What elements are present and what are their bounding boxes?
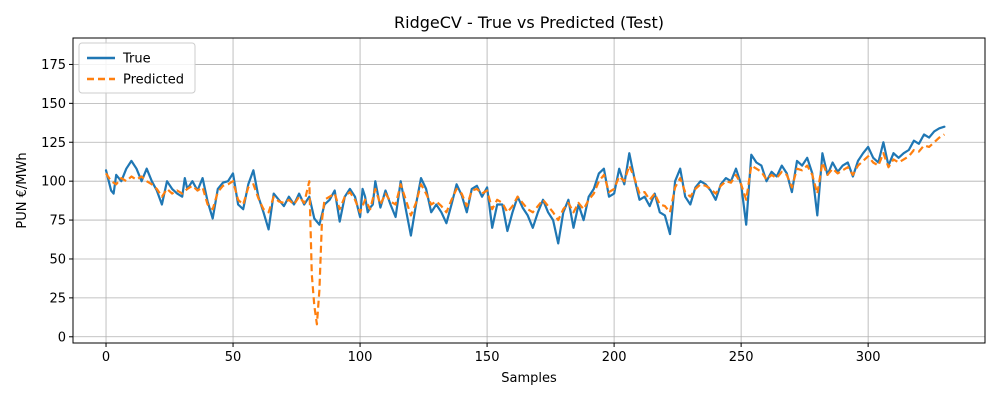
series-line-true <box>104 125 946 245</box>
y-tick-label: 0 <box>58 330 66 345</box>
y-tick-label: 125 <box>41 136 66 151</box>
legend-true-label: True <box>122 52 151 67</box>
x-axis-title: Samples <box>501 371 557 386</box>
x-tick-label: 0 <box>102 350 110 365</box>
plot-frame <box>72 37 986 344</box>
series-line-predicted <box>105 133 945 326</box>
x-tick-label: 250 <box>729 350 754 365</box>
chart-title: RidgeCV - True vs Predicted (Test) <box>394 13 664 32</box>
legend-box <box>78 42 196 94</box>
legend-predicted-label: Predicted <box>123 73 184 88</box>
y-tick-label: 25 <box>49 291 66 306</box>
legend: True Predicted <box>78 42 196 94</box>
y-axis-title: PUN €/MWh <box>15 152 30 228</box>
y-tick-label: 50 <box>49 252 66 267</box>
x-tick-label: 150 <box>475 350 500 365</box>
x-tick-label: 100 <box>348 350 373 365</box>
series-layer <box>104 125 946 326</box>
x-tick-label: 200 <box>602 350 627 365</box>
y-tick-label: 175 <box>41 58 66 73</box>
y-tick-label: 75 <box>49 214 66 229</box>
x-tick-label: 300 <box>856 350 881 365</box>
y-tick-label: 150 <box>41 97 66 112</box>
x-tick-label: 50 <box>225 350 242 365</box>
ticks: 0 50 100 150 200 250 300 0 25 50 75 100 125 150 175 <box>41 58 880 365</box>
y-tick-label: 100 <box>41 175 66 190</box>
